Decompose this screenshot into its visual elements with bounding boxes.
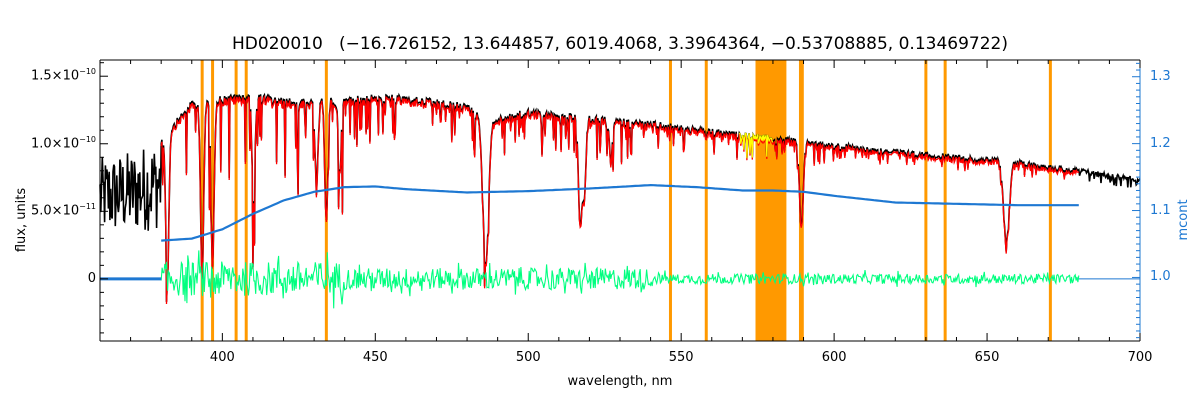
- mask-lines-group: [200, 60, 1052, 341]
- y-tick-label: 1.0×10−10: [31, 134, 96, 152]
- x-tick-label: 550: [668, 350, 694, 365]
- y2-tick-label: 1.3: [1150, 68, 1171, 84]
- highlight-segment: [738, 132, 774, 159]
- residuals-group: [100, 250, 1140, 309]
- continuum-group: [161, 183, 1079, 242]
- mask-band-group: [755, 60, 787, 341]
- x-tick-label: 600: [821, 350, 847, 365]
- residuals-line: [160, 250, 1080, 309]
- mask-band: [755, 60, 787, 341]
- axes-group: [99, 59, 1141, 342]
- observed-spectrum-line: [99, 92, 1141, 302]
- y2-tick-label: 1.1: [1150, 202, 1171, 218]
- model-spectrum-line: [160, 94, 1080, 305]
- continuum-line: [161, 183, 1079, 242]
- y-tick-label: 5.0×10−11: [31, 202, 96, 219]
- y2-tick-label: 1.2: [1150, 135, 1171, 151]
- x-tick-label: 650: [974, 350, 1000, 365]
- x-tick-label: 500: [515, 350, 541, 365]
- model-spectrum-group: [160, 94, 1080, 305]
- y2-axis-label: mcont: [1176, 199, 1191, 241]
- y-axis-label: flux, units: [14, 187, 29, 253]
- x-tick-label: 450: [362, 350, 388, 365]
- y-tick-label: 1.5×10−10: [31, 67, 96, 84]
- x-tick-label: 400: [209, 350, 235, 365]
- y2-tick-label: 1.0: [1150, 269, 1171, 285]
- x-tick-label: 700: [1127, 350, 1153, 365]
- chart-title: HD020010 (−16.726152, 13.644857, 6019.40…: [232, 34, 1008, 54]
- observed-spectrum-group: [99, 92, 1141, 302]
- x-axis-label: wavelength, nm: [567, 374, 673, 389]
- y-tick-label: 0: [87, 270, 96, 286]
